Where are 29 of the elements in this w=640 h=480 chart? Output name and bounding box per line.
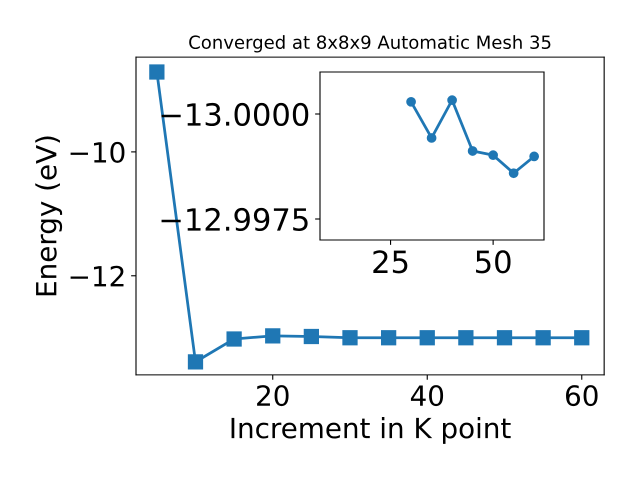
- x-tick-label: 40: [410, 385, 444, 406]
- chart-title: Converged at 8x8x9 Automatic Mesh 35: [189, 35, 550, 53]
- x-tick-label: 60: [566, 385, 598, 406]
- point: [508, 168, 519, 178]
- point: [426, 133, 436, 143]
- point: [535, 330, 551, 346]
- point: [188, 354, 204, 370]
- point: [420, 330, 435, 346]
- point: [265, 328, 280, 344]
- y-axis-title: Energy (eV): [35, 136, 62, 296]
- y-tick-label: −12: [70, 266, 124, 286]
- point: [406, 96, 416, 107]
- point: [149, 64, 164, 80]
- point: [447, 95, 457, 105]
- point: [226, 331, 242, 347]
- point: [342, 330, 358, 346]
- point: [304, 328, 320, 344]
- y-tick-label: −10: [70, 142, 124, 163]
- x-axis-title: Increment in K point: [232, 417, 511, 444]
- x-tick-label: 20: [257, 385, 289, 406]
- point: [468, 146, 478, 156]
- point: [496, 330, 512, 346]
- point: [380, 330, 396, 346]
- point: [574, 330, 590, 346]
- point: [529, 152, 540, 162]
- x-tick-label: 25: [373, 250, 408, 274]
- point: [458, 330, 474, 346]
- point: [488, 150, 498, 160]
- x-tick-label: 50: [476, 250, 511, 274]
